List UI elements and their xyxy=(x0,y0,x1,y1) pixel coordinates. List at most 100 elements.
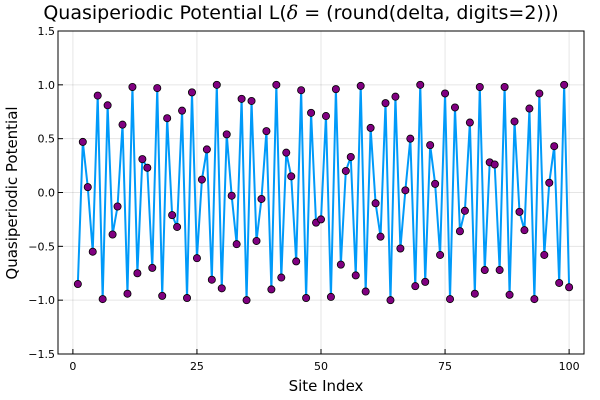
data-point xyxy=(371,199,380,208)
data-point xyxy=(183,294,192,303)
data-point xyxy=(128,82,137,91)
data-point xyxy=(450,103,459,112)
data-point xyxy=(133,269,142,278)
data-point xyxy=(302,294,311,303)
data-point xyxy=(381,99,390,108)
data-point xyxy=(297,86,306,95)
data-point xyxy=(257,194,266,203)
data-point xyxy=(227,191,236,200)
data-point xyxy=(113,202,122,211)
data-point xyxy=(73,280,82,289)
data-point xyxy=(202,145,211,154)
data-point xyxy=(272,80,281,89)
data-point xyxy=(550,142,559,151)
data-point xyxy=(232,240,241,249)
data-point xyxy=(460,206,469,215)
data-point xyxy=(341,166,350,175)
data-point xyxy=(346,152,355,161)
data-point xyxy=(321,112,330,121)
data-point xyxy=(287,172,296,181)
data-point xyxy=(98,295,107,304)
data-point xyxy=(455,227,464,236)
data-point xyxy=(416,80,425,89)
data-point xyxy=(406,134,415,143)
data-point xyxy=(282,148,291,157)
data-point xyxy=(143,163,152,172)
data-point xyxy=(292,257,301,266)
data-point xyxy=(93,91,102,100)
data-point xyxy=(153,84,162,93)
data-point xyxy=(242,296,251,305)
data-point xyxy=(108,230,117,239)
data-point xyxy=(366,123,375,132)
data-point xyxy=(411,282,420,291)
chart-title: Quasiperiodic Potential L(δ = (round(del… xyxy=(43,2,558,24)
data-point xyxy=(396,244,405,253)
x-tick-label: 75 xyxy=(438,360,452,373)
data-point xyxy=(138,155,147,164)
data-point xyxy=(500,82,509,91)
x-tick-label: 50 xyxy=(314,360,328,373)
series xyxy=(73,80,574,305)
data-point xyxy=(356,81,365,90)
data-point xyxy=(535,89,544,98)
x-axis-label: Site Index xyxy=(289,377,364,395)
y-tick-label: −1.5 xyxy=(28,348,55,361)
data-point xyxy=(192,254,201,263)
x-tick-label: 25 xyxy=(190,360,204,373)
data-point xyxy=(123,289,132,298)
data-point xyxy=(88,247,97,256)
data-point xyxy=(361,287,370,296)
data-point xyxy=(237,94,246,103)
data-point xyxy=(426,141,435,150)
data-point xyxy=(197,175,206,184)
data-point xyxy=(118,120,127,129)
data-point xyxy=(470,289,479,298)
y-tick-label: 1.5 xyxy=(38,25,56,38)
data-point xyxy=(168,211,177,220)
data-point xyxy=(475,82,484,91)
data-point xyxy=(510,117,519,126)
data-point xyxy=(376,232,385,241)
data-point xyxy=(520,226,529,235)
data-point xyxy=(515,207,524,216)
data-point xyxy=(207,275,216,284)
data-point xyxy=(247,96,256,105)
data-point xyxy=(78,137,87,146)
data-point xyxy=(555,278,564,287)
data-point xyxy=(307,108,316,117)
data-point xyxy=(326,292,335,301)
data-point xyxy=(252,236,261,245)
y-tick-label: 1.0 xyxy=(38,79,56,92)
data-point xyxy=(178,106,187,115)
data-point xyxy=(103,101,112,110)
data-point xyxy=(540,250,549,259)
data-point xyxy=(267,285,276,294)
x-tick-label: 100 xyxy=(559,360,580,373)
x-tick-label: 0 xyxy=(69,360,76,373)
data-point xyxy=(490,160,499,169)
data-point xyxy=(431,179,440,188)
data-point xyxy=(331,85,340,94)
data-point xyxy=(148,263,157,272)
data-point xyxy=(560,80,569,89)
data-point xyxy=(545,178,554,187)
data-point xyxy=(217,284,226,293)
data-point xyxy=(336,260,345,269)
data-point xyxy=(446,295,455,304)
data-point xyxy=(386,296,395,305)
data-point xyxy=(316,215,325,224)
data-point xyxy=(525,104,534,113)
data-point xyxy=(495,266,504,275)
data-point xyxy=(401,186,410,195)
data-point xyxy=(436,250,445,259)
ticks: 0 25 50 75 100 −1.5 −1.0 −0.5 0.0 0.5 1.0 1.5 xyxy=(28,25,579,373)
data-point xyxy=(222,130,231,139)
data-point xyxy=(505,290,514,299)
data-point xyxy=(351,271,360,280)
data-point xyxy=(262,127,271,136)
y-tick-label: 0.5 xyxy=(38,133,56,146)
y-axis-label: Quasiperiodic Potential xyxy=(3,106,21,279)
